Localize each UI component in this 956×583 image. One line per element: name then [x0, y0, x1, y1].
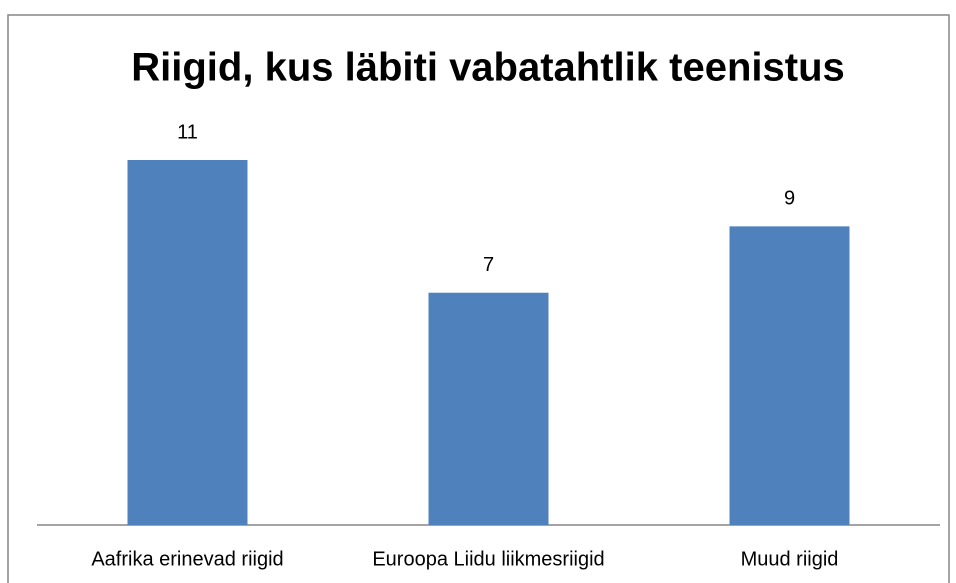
x-tick-label: Muud riigid [741, 548, 839, 570]
chart-title: Riigid, kus läbiti vabatahtlik teenistus [131, 46, 845, 90]
x-tick-label: Euroopa Liidu liikmesriigid [372, 548, 604, 570]
bar [428, 292, 549, 525]
x-tick-label: Aafrika erinevad riigid [91, 548, 283, 570]
data-label: 9 [784, 188, 795, 210]
data-label: 7 [483, 254, 494, 276]
bar [729, 226, 850, 525]
bar [127, 160, 248, 525]
data-label: 11 [177, 121, 198, 143]
